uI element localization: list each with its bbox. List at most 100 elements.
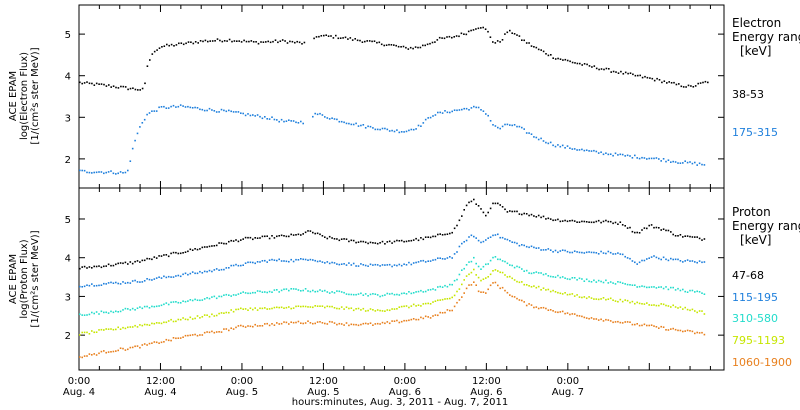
proton-point [232, 328, 235, 330]
electron-point [262, 41, 265, 43]
x-tick-date-label: Aug. 4 [63, 387, 95, 398]
proton-point [629, 257, 631, 260]
electron-point [117, 87, 120, 89]
proton-point [261, 235, 264, 238]
proton-point [513, 266, 516, 269]
proton-point [686, 329, 689, 332]
proton-point [391, 308, 393, 310]
proton-point [597, 219, 600, 222]
proton-point [175, 320, 177, 323]
proton-point [605, 279, 607, 282]
electron-point [579, 62, 581, 65]
proton-point [165, 338, 168, 341]
proton-point [158, 342, 160, 344]
proton-point [228, 267, 230, 269]
electron-point [670, 161, 672, 163]
proton-point [297, 259, 300, 261]
electron-point [122, 172, 124, 174]
proton-point [127, 263, 129, 265]
proton-point [453, 279, 456, 282]
proton-point [374, 263, 377, 266]
proton-point [511, 210, 513, 213]
proton-point [662, 256, 665, 259]
electron-point [561, 144, 564, 147]
proton-point [302, 322, 304, 325]
electron-point [651, 77, 654, 80]
proton-point [206, 297, 208, 299]
proton-point [88, 284, 91, 287]
proton-point [595, 318, 598, 320]
proton-point [422, 291, 425, 293]
proton-point [612, 282, 614, 284]
proton-point [155, 305, 158, 308]
proton-point [609, 320, 612, 322]
proton-point [129, 326, 132, 328]
proton-point [511, 264, 513, 267]
electron-point [124, 171, 127, 174]
proton-point [288, 306, 290, 308]
electron-point [484, 28, 487, 30]
proton-point [268, 237, 271, 240]
proton-point [451, 231, 453, 234]
electron-point [477, 106, 480, 109]
electron-point [236, 40, 238, 42]
proton-point [619, 281, 622, 284]
proton-point [384, 294, 386, 296]
electron-point [223, 40, 226, 42]
proton-legend-title-3: [keV] [740, 233, 771, 247]
proton-point [501, 236, 504, 239]
proton-point [463, 292, 465, 294]
electron-point [598, 68, 600, 71]
proton-point [516, 280, 518, 283]
proton-point [119, 310, 122, 313]
proton-point [283, 260, 285, 262]
electron-point [168, 44, 170, 47]
proton-point [177, 337, 180, 339]
proton-point [569, 220, 571, 222]
electron-point [100, 171, 103, 173]
proton-point [420, 260, 422, 262]
proton-point [456, 290, 458, 293]
proton-point [665, 258, 667, 261]
electron-point [136, 132, 139, 135]
electron-point [607, 153, 610, 156]
proton-point [290, 233, 292, 236]
proton-point [559, 220, 562, 223]
proton-point [617, 300, 619, 303]
proton-point [143, 305, 146, 308]
proton-point [547, 248, 550, 250]
electron-point [348, 122, 350, 125]
proton-point [566, 250, 569, 253]
proton-point [441, 258, 444, 260]
proton-legend-entry-115-195: 115-195 [732, 291, 778, 304]
proton-point [485, 263, 487, 266]
electron-point [588, 150, 590, 152]
proton-point [266, 235, 268, 237]
proton-point [465, 239, 468, 242]
proton-point [662, 287, 665, 290]
electron-point [554, 58, 557, 60]
proton-point [189, 316, 192, 319]
electron-point [276, 119, 278, 121]
electron-point [528, 42, 530, 44]
proton-point [170, 301, 172, 304]
electron-point [686, 161, 689, 164]
electron-point [81, 82, 83, 85]
proton-point [215, 268, 218, 270]
proton-point [444, 284, 446, 287]
proton-point [244, 326, 247, 328]
electron-point [323, 34, 325, 37]
proton-point [357, 324, 360, 327]
proton-point [559, 311, 562, 313]
proton-point [566, 278, 569, 280]
electron-point [627, 72, 629, 75]
proton-point [328, 305, 331, 308]
proton-point [295, 305, 297, 308]
proton-point [480, 208, 482, 210]
electron-point [267, 40, 269, 43]
proton-point [694, 310, 696, 312]
proton-point [480, 268, 482, 270]
electron-point [540, 49, 542, 51]
electron-point [390, 44, 393, 46]
electron-point [151, 110, 153, 112]
